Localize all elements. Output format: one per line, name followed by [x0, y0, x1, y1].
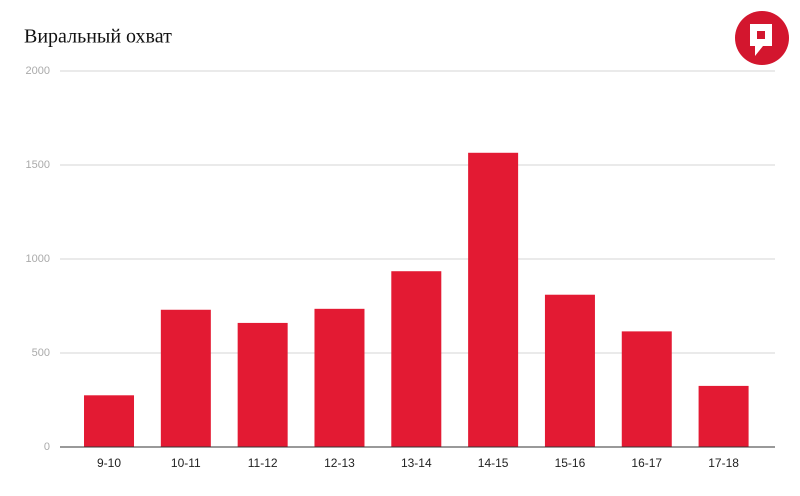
bar	[160, 309, 211, 447]
bar	[391, 271, 442, 447]
x-tick-label: 14-15	[478, 456, 509, 470]
y-tick-label: 2000	[26, 65, 50, 77]
x-tick-label: 10-11	[171, 456, 201, 470]
x-tick-label: 15-16	[555, 456, 586, 470]
bar	[468, 152, 519, 447]
bar	[544, 294, 595, 447]
y-tick-label: 1500	[26, 159, 50, 171]
logo-mark	[750, 24, 772, 56]
x-tick-label: 17-18	[708, 456, 739, 470]
x-tick-label: 11-12	[248, 456, 278, 470]
x-tick-label: 16-17	[631, 456, 662, 470]
logo	[735, 11, 789, 65]
y-tick-label: 500	[32, 347, 50, 359]
y-tick-label: 1000	[26, 253, 50, 265]
logo-hole	[757, 31, 765, 39]
bar	[698, 385, 749, 447]
y-tick-label: 0	[44, 441, 50, 453]
bar	[314, 308, 365, 447]
chart-title: Виральный охват	[24, 26, 172, 48]
x-tick-label: 9-10	[97, 456, 121, 470]
bar	[621, 331, 672, 447]
x-tick-label: 12-13	[324, 456, 355, 470]
x-tick-label: 13-14	[401, 456, 432, 470]
bar	[84, 395, 135, 447]
bar	[237, 322, 288, 447]
